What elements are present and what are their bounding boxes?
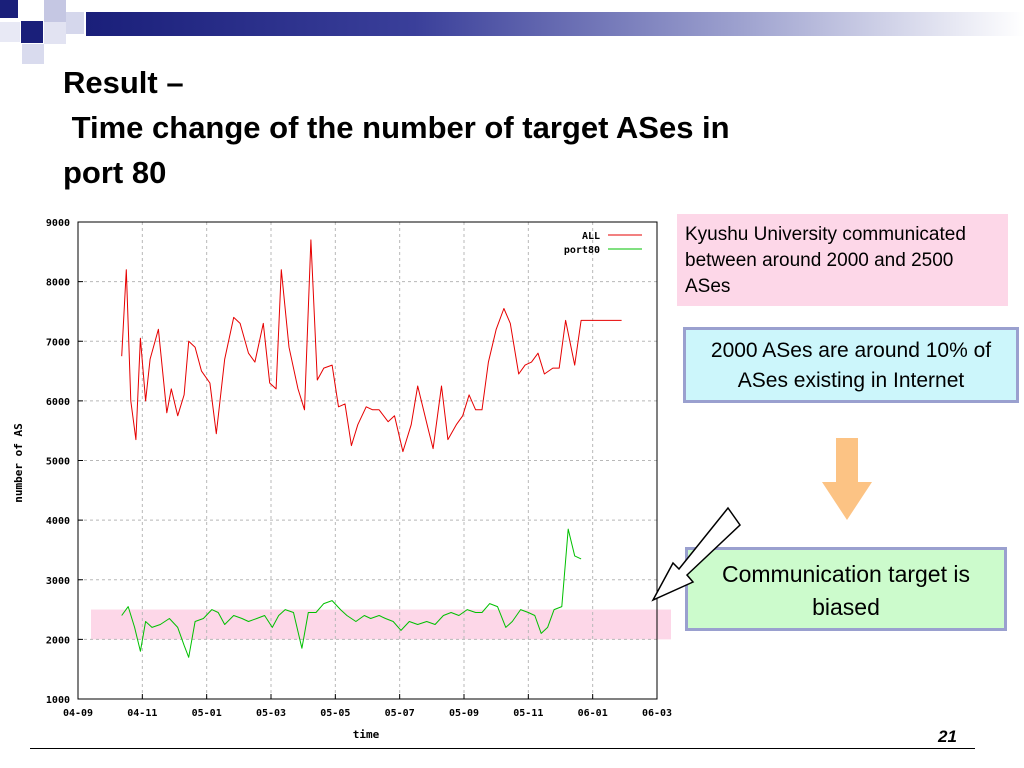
- x-tick-label: 05-05: [320, 708, 350, 719]
- y-tick-label: 5000: [46, 457, 70, 468]
- footer-divider: [30, 748, 975, 749]
- x-tick-label: 06-03: [642, 708, 672, 719]
- decor-square-lavender-1: [44, 0, 66, 22]
- series-line-port80: [121, 528, 582, 658]
- y-axis-label: number of AS: [12, 423, 25, 502]
- y-tick-label: 3000: [46, 576, 70, 587]
- slide-number: 21: [938, 727, 957, 746]
- x-tick-label: 05-07: [385, 708, 415, 719]
- title-line-2: Time change of the number of target ASes…: [63, 110, 730, 145]
- header-gradient-bar: [86, 12, 1024, 36]
- decor-square-lavender-4: [22, 44, 44, 64]
- kyushu-callout: Kyushu University communicated between a…: [677, 214, 1008, 306]
- legend-label: ALL: [582, 231, 600, 242]
- decor-square-lavender-5: [0, 22, 20, 42]
- highlight-band: [91, 609, 671, 640]
- decor-square-navy-1: [0, 0, 18, 18]
- y-tick-label: 8000: [46, 278, 70, 289]
- y-tick-label: 7000: [46, 337, 70, 348]
- x-tick-label: 04-09: [63, 708, 93, 719]
- diagonal-arrow-icon: [651, 506, 741, 602]
- x-tick-label: 04-11: [127, 708, 157, 719]
- decor-square-lavender-3: [44, 22, 66, 44]
- x-tick-label: 06-01: [578, 708, 608, 719]
- y-tick-label: 9000: [46, 218, 70, 229]
- line-chart: 1000 2000 3000 4000 5000 6000 7000 8000 9000 04-0…: [0, 205, 680, 750]
- x-tick-label: 05-01: [192, 708, 222, 719]
- y-tick-label: 6000: [46, 397, 70, 408]
- slide-title: Result – Time change of the number of ta…: [63, 60, 963, 195]
- title-line-3: port 80: [63, 155, 167, 190]
- chart-background: [0, 205, 680, 750]
- series-line-all: [121, 239, 622, 453]
- decor-square-lavender-2: [66, 12, 84, 34]
- x-tick-label: 05-11: [513, 708, 543, 719]
- x-tick-label: 05-09: [449, 708, 479, 719]
- chart-svg: 1000 2000 3000 4000 5000 6000 7000 8000 9000 04-0…: [0, 205, 680, 750]
- decor-square-navy-2: [21, 21, 43, 43]
- down-arrow-icon: [822, 438, 872, 520]
- x-axis-label: time: [353, 728, 380, 741]
- y-tick-label: 4000: [46, 516, 70, 527]
- biased-callout: Communication target is biased: [685, 547, 1007, 631]
- legend-label: port80: [564, 245, 600, 256]
- title-line-1: Result –: [63, 65, 184, 100]
- y-tick-label: 1000: [46, 695, 70, 706]
- x-tick-label: 05-03: [256, 708, 286, 719]
- y-tick-label: 2000: [46, 635, 70, 646]
- ratio-callout: 2000 ASes are around 10% of ASes existin…: [683, 327, 1019, 403]
